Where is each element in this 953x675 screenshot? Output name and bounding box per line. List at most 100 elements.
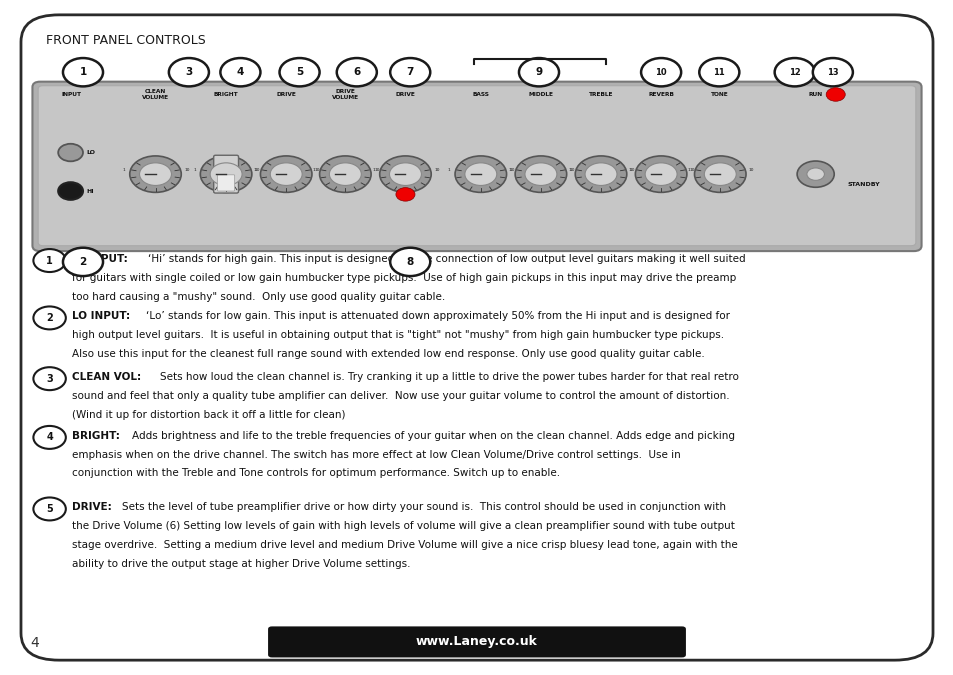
FancyBboxPatch shape — [32, 82, 921, 251]
Text: 3: 3 — [46, 374, 53, 383]
Text: STANDBY: STANDBY — [846, 182, 879, 188]
Circle shape — [270, 163, 302, 186]
Text: 13: 13 — [826, 68, 838, 77]
Text: 1: 1 — [313, 169, 314, 172]
Text: 1: 1 — [687, 169, 689, 172]
Text: 4: 4 — [30, 636, 39, 649]
Text: conjunction with the Treble and Tone controls for optimum performance. Switch up: conjunction with the Treble and Tone con… — [71, 468, 559, 479]
Text: ‘Hi’ stands for high gain. This input is designed for the connection of low outp: ‘Hi’ stands for high gain. This input is… — [148, 254, 744, 264]
Text: 10: 10 — [629, 169, 635, 172]
Text: Adds brightness and life to the treble frequencies of your guitar when on the cl: Adds brightness and life to the treble f… — [132, 431, 734, 441]
Circle shape — [200, 156, 252, 192]
Circle shape — [390, 58, 430, 86]
Circle shape — [379, 156, 431, 192]
Text: 3: 3 — [185, 68, 193, 77]
Circle shape — [33, 249, 66, 272]
Text: REVERB: REVERB — [647, 92, 674, 97]
FancyBboxPatch shape — [217, 175, 234, 191]
Text: 10: 10 — [748, 169, 754, 172]
Text: high output level guitars.  It is useful in obtaining output that is "tight" not: high output level guitars. It is useful … — [71, 330, 723, 340]
Text: CLEAN VOL:: CLEAN VOL: — [71, 372, 140, 382]
Circle shape — [33, 497, 66, 520]
Text: 4: 4 — [236, 68, 244, 77]
Circle shape — [694, 156, 745, 192]
Text: TREBLE: TREBLE — [588, 92, 613, 97]
Circle shape — [635, 156, 686, 192]
Text: ‘Lo’ stands for low gain. This input is attenuated down approximately 50% from t: ‘Lo’ stands for low gain. This input is … — [146, 311, 729, 321]
Circle shape — [395, 188, 415, 201]
Circle shape — [825, 88, 844, 101]
Circle shape — [169, 58, 209, 86]
Circle shape — [130, 156, 181, 192]
Text: 2: 2 — [46, 313, 53, 323]
Text: 10: 10 — [254, 169, 260, 172]
Text: 1: 1 — [628, 169, 630, 172]
Circle shape — [644, 163, 677, 186]
Text: 9: 9 — [535, 68, 542, 77]
Text: (Wind it up for distortion back it off a little for clean): (Wind it up for distortion back it off a… — [71, 410, 345, 420]
Text: 1: 1 — [448, 169, 450, 172]
Text: Sets how loud the clean channel is. Try cranking it up a little to drive the pow: Sets how loud the clean channel is. Try … — [160, 372, 739, 382]
Text: HI: HI — [87, 188, 94, 194]
Circle shape — [329, 163, 361, 186]
Text: Sets the level of tube preamplifier drive or how dirty your sound is.  This cont: Sets the level of tube preamplifier driv… — [122, 502, 725, 512]
Circle shape — [390, 248, 430, 276]
Circle shape — [336, 58, 376, 86]
Circle shape — [319, 156, 371, 192]
Text: emphasis when on the drive channel. The switch has more effect at low Clean Volu: emphasis when on the drive channel. The … — [71, 450, 679, 460]
FancyBboxPatch shape — [268, 626, 685, 657]
Circle shape — [33, 367, 66, 390]
Circle shape — [515, 156, 566, 192]
Circle shape — [812, 58, 852, 86]
Text: 1: 1 — [46, 256, 53, 265]
Text: RUN: RUN — [808, 92, 821, 97]
FancyBboxPatch shape — [213, 155, 238, 193]
Circle shape — [640, 58, 680, 86]
Circle shape — [33, 426, 66, 449]
Text: 10: 10 — [184, 169, 190, 172]
Text: 4: 4 — [46, 433, 53, 442]
Text: 10: 10 — [655, 68, 666, 77]
Circle shape — [575, 156, 626, 192]
Text: 10: 10 — [434, 169, 439, 172]
Text: www.Laney.co.uk: www.Laney.co.uk — [416, 635, 537, 649]
Text: too hard causing a "mushy" sound.  Only use good quality guitar cable.: too hard causing a "mushy" sound. Only u… — [71, 292, 444, 302]
Circle shape — [139, 163, 172, 186]
Circle shape — [797, 161, 833, 187]
Text: 11: 11 — [713, 68, 724, 77]
Text: 7: 7 — [406, 68, 414, 77]
Text: sound and feel that only a quality tube amplifier can deliver.  Now use your gui: sound and feel that only a quality tube … — [71, 391, 728, 401]
Text: BASS: BASS — [472, 92, 489, 97]
Circle shape — [774, 58, 814, 86]
Circle shape — [806, 168, 823, 180]
Text: 8: 8 — [406, 257, 414, 267]
Circle shape — [518, 58, 558, 86]
Text: DRIVE: DRIVE — [276, 92, 295, 97]
Text: ability to drive the output stage at higher Drive Volume settings.: ability to drive the output stage at hig… — [71, 559, 410, 569]
FancyBboxPatch shape — [38, 86, 915, 246]
Text: 1: 1 — [568, 169, 570, 172]
Text: DRIVE: DRIVE — [395, 92, 415, 97]
FancyBboxPatch shape — [21, 15, 932, 660]
Circle shape — [524, 163, 557, 186]
Text: 5: 5 — [295, 68, 303, 77]
Text: 1: 1 — [79, 68, 87, 77]
Text: for guitars with single coiled or low gain humbucker type pickups.  Use of high : for guitars with single coiled or low ga… — [71, 273, 735, 283]
Circle shape — [260, 156, 312, 192]
Text: 1: 1 — [253, 169, 255, 172]
Circle shape — [58, 144, 83, 161]
Text: 10: 10 — [689, 169, 695, 172]
Circle shape — [279, 58, 319, 86]
Circle shape — [699, 58, 739, 86]
Text: TONE: TONE — [711, 92, 728, 97]
Circle shape — [584, 163, 617, 186]
Text: stage overdrive.  Setting a medium drive level and medium Drive Volume will give: stage overdrive. Setting a medium drive … — [71, 540, 737, 550]
Text: CLEAN
VOLUME: CLEAN VOLUME — [142, 89, 169, 100]
Text: BRIGHT: BRIGHT — [213, 92, 238, 97]
Circle shape — [63, 248, 103, 276]
Text: BRIGHT:: BRIGHT: — [71, 431, 119, 441]
Circle shape — [455, 156, 506, 192]
Text: 6: 6 — [353, 68, 360, 77]
Circle shape — [703, 163, 736, 186]
Text: FRONT PANEL CONTROLS: FRONT PANEL CONTROLS — [46, 34, 205, 47]
